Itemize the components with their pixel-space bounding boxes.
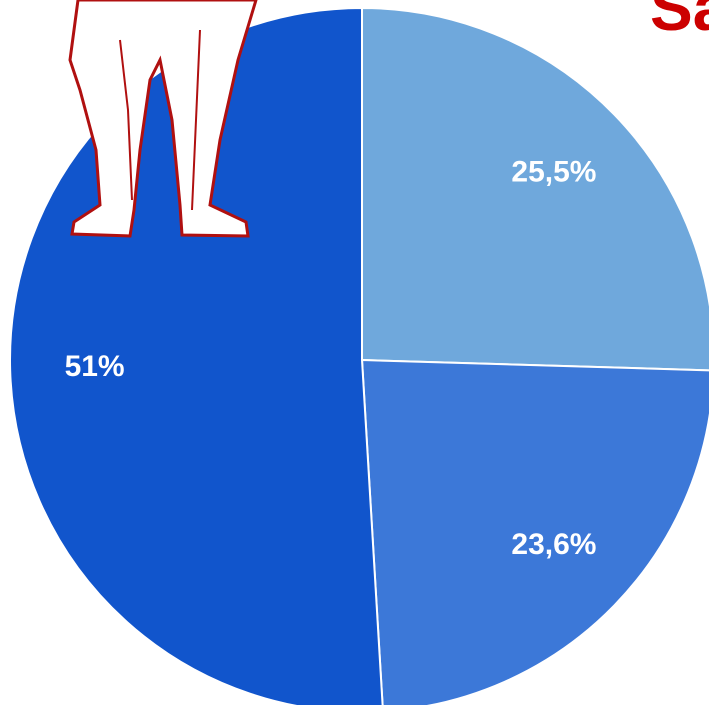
chart-title: Sa <box>650 0 709 44</box>
pie-slice <box>360 358 709 705</box>
value-label: 23,6% <box>511 528 596 561</box>
value-labels: 25,5% 23,6% 51% <box>65 156 597 562</box>
value-label: 51% <box>65 350 125 383</box>
silhouette-detail <box>119 29 201 211</box>
pie-slice <box>361 6 709 372</box>
value-label: 25,5% <box>511 156 596 189</box>
silhouette <box>68 0 258 238</box>
